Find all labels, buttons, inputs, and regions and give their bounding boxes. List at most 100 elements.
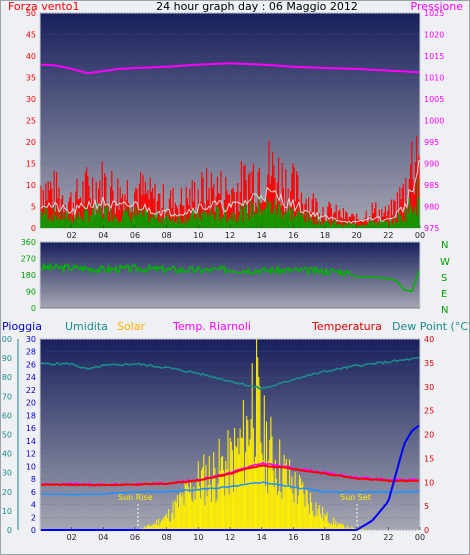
pressure-tick-label: 1025 (424, 9, 444, 18)
top-x-tick-label: 20 (352, 231, 362, 240)
bottom-x-tick-label: 02 (67, 533, 77, 542)
pressure-tick-label: 1000 (424, 117, 444, 126)
chart-title: 24 hour graph day : 06 Maggio 2012 (156, 0, 358, 13)
legend-dew-point: Dew Point (°C) (392, 320, 470, 333)
pressure-tick-label: 1015 (424, 52, 444, 61)
pressure-tick-label: 990 (424, 160, 439, 169)
sun-rise-label: Sun Rise (118, 493, 153, 502)
rain-tick-label: 60 (2, 411, 12, 420)
temperature-tick-label: 10 (424, 478, 434, 487)
bottom-x-tick-label: 10 (193, 533, 203, 542)
wind-tick-label: 45 (26, 31, 36, 40)
legend-temperatura: Temperatura (311, 320, 382, 333)
legend-solar: Solar (117, 320, 146, 333)
wind-axis-label: Forza vento1 (8, 0, 80, 13)
bottom-x-tick-label: 18 (320, 533, 330, 542)
bottom-x-tick-label: 04 (98, 533, 108, 542)
top-x-tick-label: 08 (162, 231, 172, 240)
top-x-tick-label: 12 (225, 231, 235, 240)
humidity-tick-label: 12 (26, 450, 36, 459)
humidity-tick-label: 28 (26, 348, 36, 357)
rain-tick-label: 90 (2, 354, 12, 363)
rain-tick-label: 40 (2, 450, 12, 459)
pressure-tick-label: 1020 (424, 31, 444, 40)
dir-label-e: E (441, 289, 447, 300)
rain-tick-label: 70 (2, 392, 12, 401)
sun-set-label: Sun Set (340, 493, 371, 502)
top-x-tick-label: 22 (383, 231, 393, 240)
direction-tick-label: 180 (21, 271, 36, 280)
dir-label-w: W (440, 257, 450, 268)
pressure-line (40, 62, 420, 75)
top-x-tick-label: 04 (98, 231, 108, 240)
humidity-tick-label: 0 (31, 526, 36, 535)
temperature-tick-label: 35 (424, 359, 434, 368)
temperature-tick-label: 30 (424, 383, 434, 392)
direction-tick-label: 90 (26, 288, 36, 297)
direction-tick-label: 360 (21, 238, 36, 247)
bottom-x-tick-label: 12 (225, 533, 235, 542)
wind-gust-line (40, 160, 420, 224)
rain-tick-label: 50 (2, 431, 12, 440)
top-x-tick-label: 18 (320, 231, 330, 240)
bottom-x-tick-label: 08 (162, 533, 172, 542)
pressure-tick-label: 1010 (424, 74, 444, 83)
pressure-axis-label: Pressione (411, 0, 464, 13)
legend-temp-riarnoli: Temp. Riarnoli (172, 320, 251, 333)
wind-tick-label: 15 (26, 160, 36, 169)
wind-direction-line (40, 261, 420, 293)
humidity-tick-label: 26 (26, 360, 36, 369)
humidity-tick-label: 6 (31, 488, 36, 497)
rain-tick-label: 10 (2, 507, 12, 516)
dew-point-c--line (40, 481, 420, 496)
humidity-tick-label: 10 (26, 462, 36, 471)
rain-tick-label: 30 (2, 469, 12, 478)
wind-tick-label: 50 (26, 9, 36, 18)
humidity-tick-label: 22 (26, 386, 36, 395)
dir-label-s: S (441, 273, 447, 284)
rain-tick-label: 0 (7, 526, 12, 535)
humidity-tick-label: 30 (26, 335, 36, 344)
rain-tick-label: 20 (2, 488, 12, 497)
pressure-tick-label: 985 (424, 181, 439, 190)
pressure-tick-label: 1005 (424, 95, 444, 104)
humidity-tick-label: 2 (31, 513, 36, 522)
dir-label-n-top: N (441, 240, 448, 251)
humidity-tick-label: 24 (26, 373, 36, 382)
top-x-tick-label: 00 (415, 231, 425, 240)
temperature-tick-label: 5 (424, 502, 429, 511)
wind-tick-label: 20 (26, 138, 36, 147)
legend-pioggia: Pioggia (2, 320, 42, 333)
humidity-tick-label: 4 (31, 501, 36, 510)
wind-tick-label: 10 (26, 181, 36, 190)
wind-tick-label: 25 (26, 117, 36, 126)
humidity-tick-label: 14 (26, 437, 36, 446)
direction-tick-label: 0 (31, 304, 36, 313)
top-x-tick-label: 06 (130, 231, 140, 240)
rain-tick-label: 80 (2, 373, 12, 382)
temperature-tick-label: 20 (424, 431, 434, 440)
wind-tick-label: 0 (31, 224, 36, 233)
direction-tick-label: 270 (21, 255, 36, 264)
top-x-tick-label: 14 (257, 231, 267, 240)
temperatura-line (40, 464, 420, 487)
humidity-tick-label: 16 (26, 424, 36, 433)
bottom-x-tick-label: 16 (288, 533, 298, 542)
temperature-tick-label: 0 (424, 526, 429, 535)
humidity-tick-label: 18 (26, 411, 36, 420)
pressure-tick-label: 975 (424, 224, 439, 233)
temperature-tick-label: 15 (424, 454, 434, 463)
axis-layer: 0510152025303540455097598098599099510001… (0, 9, 444, 542)
dir-label-n-bottom: N (441, 305, 448, 316)
temperature-tick-label: 25 (424, 407, 434, 416)
legend-umidita: Umidita (65, 320, 108, 333)
bottom-x-tick-label: 00 (415, 533, 425, 542)
top-x-tick-label: 02 (67, 231, 77, 240)
bottom-x-tick-label: 14 (257, 533, 267, 542)
pressure-tick-label: 980 (424, 203, 439, 212)
bottom-x-tick-label: 20 (352, 533, 362, 542)
wind-tick-label: 30 (26, 95, 36, 104)
umidita-line (40, 356, 420, 390)
bottom-x-tick-label: 22 (383, 533, 393, 542)
